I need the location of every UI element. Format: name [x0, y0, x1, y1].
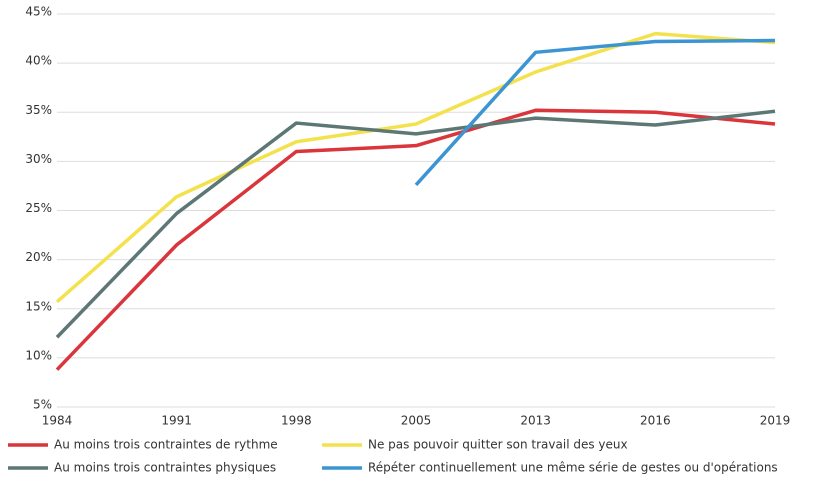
y-tick-label: 30%	[25, 152, 52, 166]
series-line	[55, 109, 776, 339]
legend-label: Au moins trois contraintes physiques	[54, 461, 276, 475]
y-tick-label: 15%	[25, 299, 52, 313]
y-tick-label: 10%	[25, 348, 52, 362]
x-tick-label: 1998	[281, 414, 312, 428]
y-tick-label: 40%	[25, 54, 52, 68]
y-tick-label: 35%	[25, 103, 52, 117]
x-tick-label: 2019	[760, 414, 791, 428]
legend-label: Répéter continuellement une même série d…	[368, 461, 778, 475]
x-tick-label: 2005	[401, 414, 432, 428]
y-tick-label: 45%	[25, 5, 52, 19]
x-tick-label: 1991	[161, 414, 192, 428]
x-tick-label: 2016	[640, 414, 671, 428]
y-tick-label: 5%	[33, 398, 52, 412]
series-line	[414, 38, 776, 187]
series-line	[55, 31, 776, 304]
x-tick-label: 2013	[520, 414, 551, 428]
legend-label: Au moins trois contraintes de rythme	[54, 438, 278, 452]
y-tick-label: 25%	[25, 201, 52, 215]
legend-label: Ne pas pouvoir quitter son travail des y…	[368, 438, 628, 452]
y-tick-label: 20%	[25, 250, 52, 264]
x-tick-label: 1984	[42, 414, 73, 428]
series-line	[55, 108, 776, 371]
